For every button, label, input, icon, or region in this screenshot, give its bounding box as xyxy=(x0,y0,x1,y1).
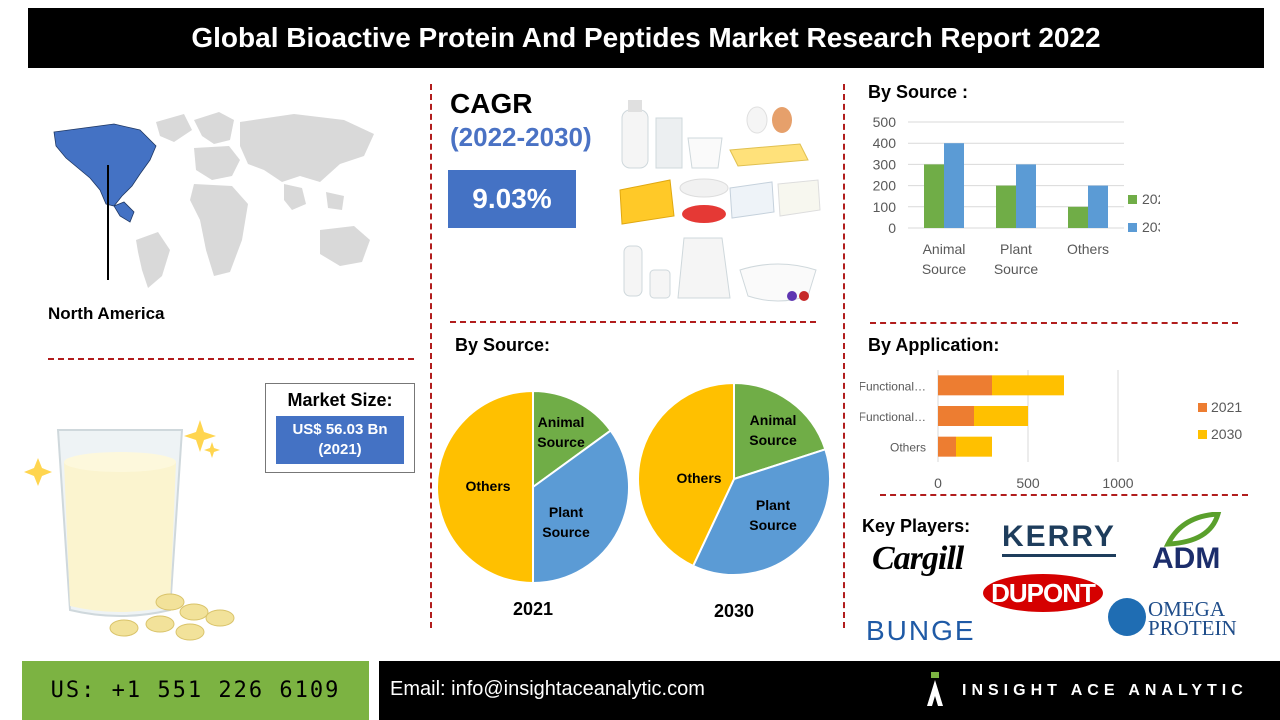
cagr-value: 9.03% xyxy=(448,170,576,228)
pie-label: Source xyxy=(542,524,590,540)
pie-label: Others xyxy=(465,478,510,494)
x-tick-label: 0 xyxy=(934,475,942,491)
x-tick-label: Source xyxy=(922,261,967,277)
divider xyxy=(870,322,1238,324)
bar xyxy=(938,375,992,396)
dairy-products-illustration xyxy=(619,100,821,302)
x-tick-label: Source xyxy=(994,261,1039,277)
y-tick-label: 0 xyxy=(888,220,896,236)
source-bar-title: By Source : xyxy=(868,82,969,102)
application-title: By Application: xyxy=(868,335,1000,355)
y-tick-label: 100 xyxy=(873,199,897,215)
bar xyxy=(1088,185,1108,228)
bar xyxy=(924,164,944,228)
footer-bar xyxy=(379,661,1280,720)
pie-title: 2030 xyxy=(714,601,754,621)
source-bar-chart: 0 100 200 300 400 500 Animal Source Plant Source O… xyxy=(873,114,1160,277)
bunge-logo: BUNGE xyxy=(866,615,976,646)
cagr-years: (2022-2030) xyxy=(450,122,592,152)
legend-label: 2021 xyxy=(1142,191,1160,207)
adm-logo: ADM xyxy=(1152,542,1221,575)
pie-label: Plant xyxy=(756,497,791,513)
y-tick-label: 500 xyxy=(873,114,897,130)
pie-slice xyxy=(532,389,613,489)
omega-protein-logo: OMEGA PROTEIN xyxy=(1148,597,1237,640)
footer-email[interactable]: Email: info@insightaceanalytic.com xyxy=(390,678,705,700)
y-tick-label: 400 xyxy=(873,135,897,151)
pie-slice xyxy=(691,448,831,576)
pie-label: Animal xyxy=(750,412,797,428)
page-title: Global Bioactive Protein And Peptides Ma… xyxy=(28,8,1264,68)
kerry-logo: KERRY xyxy=(1002,520,1116,557)
legend-label: 2021 xyxy=(1211,399,1242,415)
legend-swatch xyxy=(1198,403,1207,412)
market-size-box: Market Size: US$ 56.03 Bn (2021) xyxy=(265,383,415,473)
bar xyxy=(996,185,1016,228)
market-size-amount: US$ 56.03 Bn xyxy=(292,421,388,438)
x-tick-label: Plant xyxy=(1000,241,1032,257)
protein-word: PROTEIN xyxy=(1148,616,1237,640)
source-pie-title: By Source: xyxy=(455,335,551,355)
omega-protein-icon xyxy=(1108,598,1146,636)
bar xyxy=(1068,206,1088,228)
footer-brand: INSIGHT ACE ANALYTIC xyxy=(962,682,1248,699)
market-size-year: (2021) xyxy=(318,441,362,458)
divider xyxy=(430,84,432,628)
bar xyxy=(956,436,992,457)
market-size-value: US$ 56.03 Bn (2021) xyxy=(276,416,404,464)
bar xyxy=(974,406,1028,426)
y-tick-label: Functional… xyxy=(860,410,926,424)
cagr-title: CAGR xyxy=(450,88,533,119)
y-tick-label: Functional… xyxy=(860,379,926,393)
divider xyxy=(843,84,845,628)
market-size-title: Market Size: xyxy=(287,390,393,410)
pie-label: Source xyxy=(749,517,797,533)
bar xyxy=(1016,164,1036,228)
brand-logo-icon xyxy=(927,672,943,706)
adm-leaf-icon xyxy=(1163,512,1222,547)
pie-label: Animal xyxy=(538,414,585,430)
region-label: North America xyxy=(48,304,165,323)
bar xyxy=(938,436,956,457)
legend-swatch xyxy=(1128,223,1137,232)
key-players-title: Key Players: xyxy=(862,516,971,536)
legend-label: 2030 xyxy=(1211,426,1242,442)
divider xyxy=(48,358,414,360)
omega-word: OMEGA xyxy=(1148,597,1225,621)
y-tick-label: Others xyxy=(890,441,926,455)
legend-label: 2030 xyxy=(1142,219,1160,235)
pie-slice xyxy=(637,381,735,568)
divider xyxy=(450,321,816,323)
pie-label: Others xyxy=(676,470,721,486)
divider xyxy=(880,494,1248,496)
x-tick-label: Others xyxy=(1067,241,1109,257)
map-pointer-line xyxy=(107,165,109,280)
pie-label: Source xyxy=(749,432,797,448)
bar xyxy=(944,143,964,228)
x-tick-label: 1000 xyxy=(1102,475,1133,491)
dupont-logo: DUPONT xyxy=(983,574,1103,612)
pie-label: Source xyxy=(537,434,585,450)
y-tick-label: 300 xyxy=(873,156,897,172)
pie-slice xyxy=(532,429,630,585)
cargill-logo: Cargill xyxy=(872,540,964,577)
pie-slice xyxy=(436,389,534,585)
pie-label: Plant xyxy=(549,504,584,520)
footer-phone[interactable]: US: +1 551 226 6109 xyxy=(22,661,369,720)
application-bar-chart: 0 500 1000 Functional… Functional… Others 2021… xyxy=(860,370,1242,491)
milk-glass-illustration xyxy=(24,420,235,641)
y-tick-label: 200 xyxy=(873,178,897,194)
pie-chart-2021: Animal Source Plant Source Others 2021 xyxy=(436,389,630,619)
x-tick-label: Animal xyxy=(923,241,966,257)
x-tick-label: 500 xyxy=(1016,475,1040,491)
bar xyxy=(992,375,1064,396)
pie-chart-2030: Animal Source Plant Source Others 2030 xyxy=(637,381,831,621)
legend-swatch xyxy=(1198,430,1207,439)
legend-swatch xyxy=(1128,195,1137,204)
pie-title: 2021 xyxy=(513,599,553,619)
world-map xyxy=(53,112,374,288)
bar xyxy=(938,406,974,426)
pie-slice xyxy=(733,381,827,481)
